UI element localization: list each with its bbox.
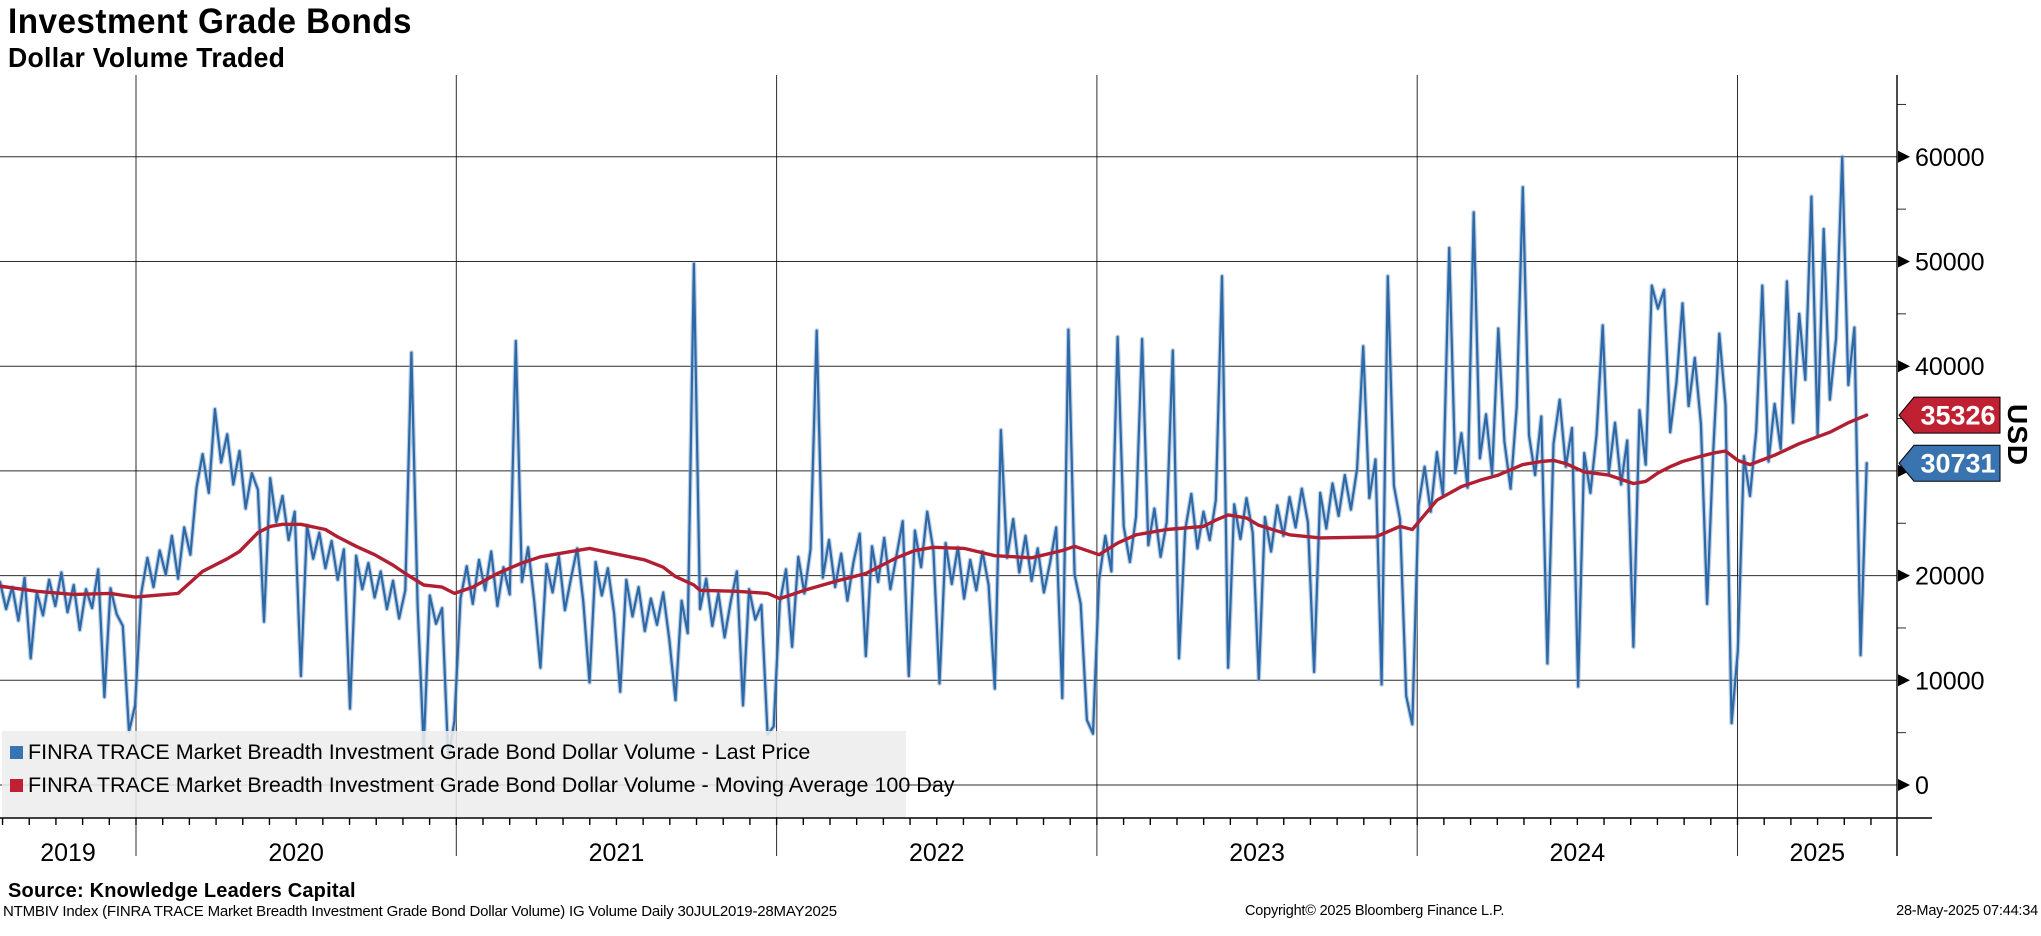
svg-text:60000: 60000 — [1915, 144, 1985, 172]
svg-text:40000: 40000 — [1915, 353, 1985, 381]
svg-text:10000: 10000 — [1915, 667, 1985, 695]
y-tick-arrow-icon — [1898, 150, 1910, 163]
copyright-note: Copyright© 2025 Bloomberg Finance L.P. — [1245, 903, 1505, 919]
legend-item-last-price[interactable]: FINRA TRACE Market Breadth Investment Gr… — [10, 736, 898, 769]
y-tick-arrow-icon — [1898, 674, 1910, 687]
svg-text:30731: 30731 — [1920, 449, 1995, 479]
page-title: Investment Grade Bonds — [8, 2, 413, 41]
y-gridlines — [0, 103, 1906, 786]
last-price-line — [0, 155, 1868, 760]
last-price-badge: 30731 — [1898, 444, 2001, 482]
page-subtitle: Dollar Volume Traded — [8, 42, 286, 73]
moving-average-series — [0, 413, 1869, 601]
moving-average-line — [0, 413, 1869, 601]
last-price-swatch-icon — [10, 746, 23, 759]
svg-text:2019: 2019 — [40, 839, 96, 867]
moving-average-swatch-icon — [10, 779, 23, 792]
moving-average-badge: 35326 — [1898, 396, 2001, 434]
price-badges: 35326 30731 — [1898, 396, 2001, 482]
legend-label-last-price: FINRA TRACE Market Breadth Investment Gr… — [28, 740, 811, 764]
source-note: Source: Knowledge Leaders Capital — [8, 880, 356, 902]
y-tick-arrow-icon — [1898, 360, 1910, 373]
last-price-series — [0, 154, 1869, 762]
legend-label-moving-average: FINRA TRACE Market Breadth Investment Gr… — [28, 773, 955, 797]
y-tick-arrow-icon — [1898, 569, 1910, 582]
x-gridlines — [135, 75, 1738, 856]
y-tick-arrow-icon — [1898, 255, 1910, 268]
svg-text:2022: 2022 — [909, 839, 965, 867]
timestamp: 28-May-2025 07:44:34 — [1896, 903, 2038, 919]
chart-legend: FINRA TRACE Market Breadth Investment Gr… — [2, 731, 955, 817]
svg-text:2021: 2021 — [589, 839, 645, 867]
x-axis-labels: 2019 2020 2021 2022 2023 2024 2025 — [40, 839, 1845, 867]
svg-text:2024: 2024 — [1550, 839, 1606, 867]
svg-text:2025: 2025 — [1789, 839, 1845, 867]
last-price-line-halo — [0, 154, 1869, 762]
svg-text:35326: 35326 — [1920, 401, 1995, 431]
legend-item-moving-average[interactable]: FINRA TRACE Market Breadth Investment Gr… — [10, 769, 955, 802]
svg-text:0: 0 — [1915, 772, 1929, 800]
y-tick-arrow-icon — [1898, 464, 1910, 477]
chart-header: Investment Grade Bonds Dollar Volume Tra… — [8, 0, 412, 73]
y-tick-arrow-icon — [1898, 779, 1910, 791]
svg-text:50000: 50000 — [1915, 249, 1985, 277]
y-axis-unit-label: USD — [2002, 404, 2033, 467]
axis-lines — [0, 75, 1932, 856]
index-description: NTMBIV Index (FINRA TRACE Market Breadth… — [3, 903, 837, 920]
svg-text:2023: 2023 — [1229, 839, 1285, 867]
svg-text:20000: 20000 — [1915, 563, 1985, 591]
svg-text:2020: 2020 — [268, 839, 324, 867]
